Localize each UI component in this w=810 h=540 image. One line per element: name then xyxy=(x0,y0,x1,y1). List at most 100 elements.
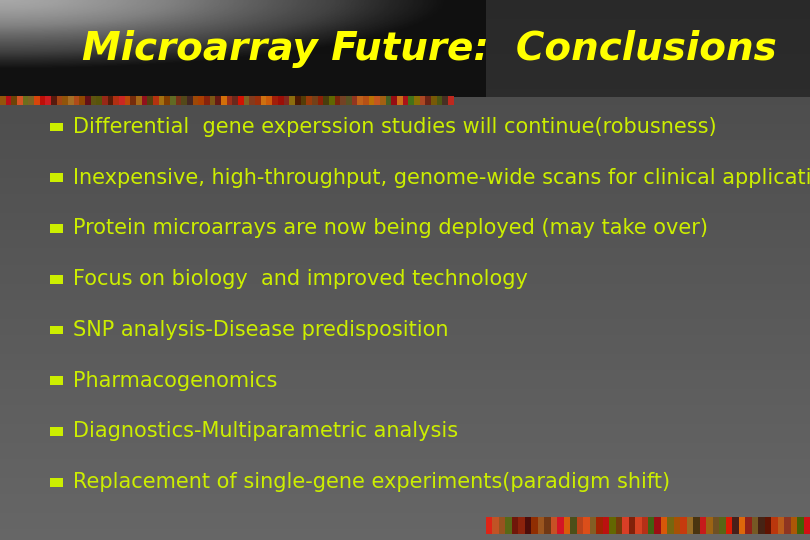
Bar xyxy=(0,486,810,489)
Bar xyxy=(147,96,153,105)
Bar xyxy=(752,517,758,534)
Bar xyxy=(518,517,525,534)
Bar xyxy=(0,532,810,535)
Bar xyxy=(544,517,551,534)
Bar xyxy=(0,467,810,470)
Bar xyxy=(726,517,732,534)
Bar xyxy=(667,517,674,534)
Bar xyxy=(0,389,810,392)
Bar xyxy=(0,373,810,375)
Bar xyxy=(11,96,17,105)
Bar xyxy=(0,437,810,440)
Bar xyxy=(380,96,386,105)
Bar xyxy=(771,517,778,534)
Bar xyxy=(0,8,810,11)
Bar xyxy=(0,278,810,281)
Bar xyxy=(0,375,810,378)
Bar xyxy=(0,5,810,8)
Bar xyxy=(648,517,654,534)
Bar xyxy=(50,275,63,284)
Bar xyxy=(0,429,810,432)
Bar xyxy=(0,140,810,143)
Bar xyxy=(295,96,301,105)
Bar xyxy=(284,96,289,105)
Bar xyxy=(0,146,810,148)
Bar xyxy=(0,451,810,454)
Bar xyxy=(0,19,810,22)
Bar xyxy=(301,96,306,105)
Bar xyxy=(0,427,810,429)
Text: SNP analysis-Disease predisposition: SNP analysis-Disease predisposition xyxy=(73,320,449,340)
Bar xyxy=(0,243,810,246)
Bar xyxy=(0,446,810,448)
Bar xyxy=(50,478,63,487)
Bar xyxy=(0,86,810,89)
Bar xyxy=(0,286,810,289)
Bar xyxy=(0,30,810,32)
Bar xyxy=(0,359,810,362)
Bar xyxy=(0,124,810,127)
Bar xyxy=(0,165,810,167)
Bar xyxy=(306,96,312,105)
Bar xyxy=(0,151,810,154)
Bar xyxy=(142,96,147,105)
Bar xyxy=(0,62,810,65)
Bar xyxy=(0,78,810,81)
Bar xyxy=(577,517,583,534)
Bar xyxy=(102,96,108,105)
Bar xyxy=(0,213,810,216)
Bar xyxy=(0,200,810,202)
Bar xyxy=(674,517,680,534)
Bar xyxy=(0,535,810,537)
Bar xyxy=(590,517,596,534)
Bar xyxy=(0,302,810,305)
Bar xyxy=(50,427,63,436)
Bar xyxy=(0,238,810,240)
Bar xyxy=(272,96,278,105)
Bar xyxy=(0,340,810,343)
Bar xyxy=(0,22,810,24)
Bar xyxy=(778,517,784,534)
Bar xyxy=(50,376,63,385)
Bar xyxy=(198,96,204,105)
Bar xyxy=(0,348,810,351)
Bar xyxy=(50,123,63,131)
Bar xyxy=(0,537,810,540)
Bar xyxy=(0,308,810,310)
Bar xyxy=(437,96,442,105)
Bar xyxy=(0,100,810,103)
Bar xyxy=(680,517,687,534)
Bar xyxy=(96,96,102,105)
Bar xyxy=(0,148,810,151)
Text: Focus on biology  and improved technology: Focus on biology and improved technology xyxy=(73,269,528,289)
Bar xyxy=(0,219,810,221)
Bar xyxy=(193,96,198,105)
Bar xyxy=(0,43,810,46)
Bar xyxy=(732,517,739,534)
Bar xyxy=(0,416,810,418)
Bar xyxy=(0,208,810,211)
Bar xyxy=(512,517,518,534)
Bar xyxy=(0,270,810,273)
Bar xyxy=(0,394,810,397)
Bar xyxy=(0,510,810,513)
Bar xyxy=(0,40,810,43)
Bar xyxy=(17,96,23,105)
Bar xyxy=(0,162,810,165)
Bar xyxy=(0,472,810,475)
Bar xyxy=(414,96,420,105)
Bar xyxy=(0,491,810,494)
Bar xyxy=(0,413,810,416)
Bar xyxy=(0,475,810,478)
Bar xyxy=(609,517,616,534)
Bar xyxy=(0,478,810,481)
Bar xyxy=(0,367,810,370)
Bar xyxy=(164,96,170,105)
Bar xyxy=(0,49,810,51)
Bar xyxy=(0,418,810,421)
Bar xyxy=(0,294,810,297)
Bar xyxy=(0,502,810,505)
Bar xyxy=(0,521,810,524)
Bar xyxy=(629,517,635,534)
Bar xyxy=(0,186,810,189)
